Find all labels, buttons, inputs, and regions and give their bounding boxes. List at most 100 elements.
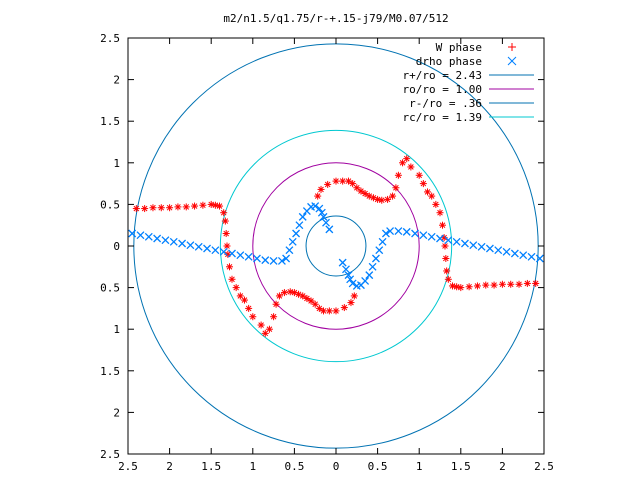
drho-phase-point (461, 239, 469, 248)
drho-phase-point (317, 208, 326, 217)
legend-label: ro/ro = 1.00 (403, 83, 482, 96)
w-phase-point (339, 177, 347, 185)
w-phase-point (419, 180, 427, 188)
w-phase-point (399, 159, 407, 167)
x-tick-label: 2 (499, 460, 506, 473)
w-phase-point (307, 297, 315, 305)
drho-phase-point (319, 212, 328, 221)
drho-phase-point (436, 234, 444, 243)
y-tick-label: 0.5 (100, 282, 120, 295)
drho-phase-point (194, 242, 203, 251)
w-phase-point (441, 242, 449, 250)
drho-phase-point (311, 202, 320, 211)
drho-phase-point (211, 246, 220, 255)
drho-phase-point (236, 251, 245, 260)
w-phase-point (236, 292, 244, 300)
w-phase-point (325, 307, 333, 315)
x-tick-label: 0.5 (284, 460, 304, 473)
w-phase-point (523, 279, 531, 287)
drho-phase-point (394, 227, 403, 235)
w-phase-point (286, 288, 294, 296)
w-phase-point (324, 180, 332, 188)
w-phase-point (436, 209, 444, 217)
y-tick-label: 1 (113, 323, 120, 336)
y-tick-label: 0 (113, 240, 120, 253)
w-phase-point (265, 325, 273, 333)
w-phase-point (515, 280, 523, 288)
legend-marker (507, 56, 517, 66)
drho-phase-point (378, 237, 387, 246)
drho-phase-point (510, 249, 519, 258)
drho-phase-point (344, 271, 353, 280)
w-phase-point (149, 204, 157, 212)
drho-phase-point (153, 234, 162, 243)
drho-phase-point (338, 258, 347, 267)
w-phase-point (332, 177, 340, 185)
drho-phase-point (348, 279, 357, 288)
drho-phase-point (535, 254, 544, 263)
x-tick-label: 1 (416, 460, 423, 473)
x-tick-label: 1.5 (451, 460, 471, 473)
x-tick-label: 0.5 (368, 460, 388, 473)
drho-phase-point (136, 231, 145, 240)
drho-phase-point (128, 229, 137, 238)
drho-phase-point (325, 225, 334, 234)
drho-phase-point (295, 221, 304, 230)
x-tick-label: 2.5 (534, 460, 554, 473)
w-phase-point (272, 300, 280, 308)
w-phase-point (249, 313, 257, 321)
w-phase-point (332, 307, 340, 315)
w-phase-point (350, 292, 358, 300)
x-tick-label: 1 (249, 460, 256, 473)
w-phase-point (311, 300, 319, 308)
drho-phase-point (269, 257, 278, 265)
drho-phase-point (375, 246, 384, 255)
drho-phase-point (346, 275, 355, 284)
y-tick-label: 2 (113, 406, 120, 419)
drho-phase-point (288, 237, 297, 246)
w-phase-point (245, 304, 253, 312)
w-phase-point (444, 275, 452, 283)
y-tick-label: 2 (113, 74, 120, 87)
w-phase-point (438, 221, 446, 229)
drho-phase-point (228, 249, 236, 258)
x-tick-label: 2 (166, 460, 173, 473)
plot-area (128, 43, 544, 449)
w-phase-point (349, 180, 357, 188)
drho-phase-point (368, 262, 377, 271)
w-phase-point (453, 283, 461, 291)
w-phase-point (141, 205, 149, 213)
drho-phase-point (282, 254, 291, 263)
y-tick-label: 1.5 (100, 365, 120, 378)
w-phase-point (443, 267, 451, 275)
reference-circle (252, 162, 420, 330)
w-phase-point (389, 192, 397, 200)
legend-label: drho phase (416, 55, 482, 68)
w-phase-point (428, 192, 436, 200)
drho-phase-point (365, 271, 374, 280)
w-phase-point (221, 217, 229, 225)
reference-circle (305, 215, 367, 277)
w-phase-point (532, 279, 540, 287)
w-phase-point (465, 283, 473, 291)
y-axis: 2.5 2 1.5 1 0.5 0 0.5 1 1.5 2 2.5 (100, 32, 544, 461)
x-axis: 2.5 2 1.5 1 0.5 0 0.5 1 1.5 2 2.5 (118, 38, 554, 473)
w-phase-point (315, 304, 323, 312)
w-phase-point (353, 184, 361, 192)
y-tick-label: 2.5 (100, 448, 120, 461)
w-phase-point (384, 195, 392, 203)
w-phase-point (226, 263, 234, 271)
reference-circle (219, 129, 453, 363)
drho-phase-point (285, 246, 294, 255)
w-phase-point (211, 201, 219, 209)
w-phase-point (222, 230, 230, 238)
drho-phase-point (178, 239, 187, 248)
drho-phase-point (381, 229, 390, 238)
y-tick-label: 1.5 (100, 115, 120, 128)
w-phase-point (182, 203, 190, 211)
drho-phase-point (186, 241, 195, 250)
w-phase-point (166, 204, 174, 212)
w-phase-point (220, 209, 228, 217)
drho-phase-point (427, 232, 436, 241)
drho-phase-point (527, 252, 536, 261)
